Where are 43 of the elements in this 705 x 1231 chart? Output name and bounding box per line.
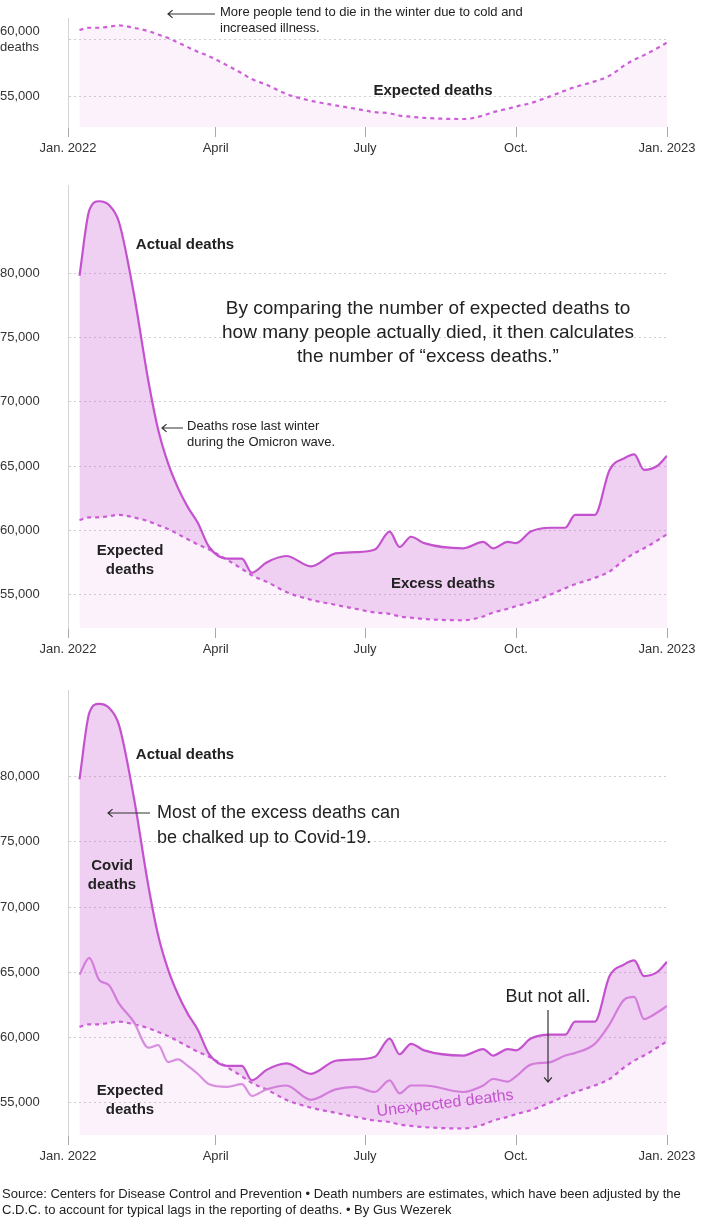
y-tick-label: 55,000 bbox=[0, 586, 40, 602]
annotation: Actual deaths bbox=[134, 745, 236, 764]
y-tick-label: 60,000 deaths bbox=[0, 22, 40, 54]
x-tick-label: July bbox=[353, 1148, 378, 1164]
x-tick-label: Jan. 2022 bbox=[39, 641, 97, 657]
annotation: By comparing the number of expected deaths to how many people actually died, it then calculates the number of “excess deaths.” bbox=[221, 296, 635, 368]
x-tick-label: Oct. bbox=[504, 140, 528, 156]
annotation: More people tend to die in the winter due to cold and increased illness. bbox=[220, 4, 524, 37]
annotation: But not all. bbox=[504, 985, 592, 1008]
x-tick-label: April bbox=[202, 1148, 229, 1164]
annotation: Expected deaths bbox=[95, 541, 165, 579]
x-tick-label: April bbox=[202, 641, 229, 657]
annotation: Covid deaths bbox=[86, 856, 138, 894]
y-tick-label: 55,000 bbox=[0, 1094, 40, 1110]
y-tick-label: 80,000 bbox=[0, 264, 40, 280]
y-tick-label: 55,000 bbox=[0, 87, 40, 103]
y-tick-label: 65,000 bbox=[0, 457, 40, 473]
y-tick-label: 70,000 bbox=[0, 393, 40, 409]
annotation: Most of the excess deaths can be chalked up to Covid-19. bbox=[157, 801, 402, 849]
y-tick-label: 70,000 bbox=[0, 898, 40, 914]
y-tick-label: 60,000 bbox=[0, 521, 40, 537]
x-tick-label: July bbox=[353, 641, 378, 657]
y-tick-label: 75,000 bbox=[0, 329, 40, 345]
y-tick-label: 75,000 bbox=[0, 833, 40, 849]
source-note: Source: Centers for Disease Control and Prevention • Death numbers are estimates, which have been adjusted by the C.D.C. to account for typical lags in the reporting of deaths. • By Gus Wezerek bbox=[2, 1186, 682, 1219]
x-tick-label: Oct. bbox=[504, 1148, 528, 1164]
annotation: Unexpected deaths bbox=[374, 1084, 516, 1122]
x-tick-label: Jan. 2023 bbox=[638, 140, 696, 156]
x-tick-label: Jan. 2023 bbox=[638, 1148, 696, 1164]
annotation: Excess deaths bbox=[389, 574, 497, 593]
annotation: Actual deaths bbox=[134, 235, 236, 254]
x-tick-label: July bbox=[353, 140, 378, 156]
x-tick-label: Jan. 2022 bbox=[39, 1148, 97, 1164]
annotation: Expected deaths bbox=[95, 1081, 165, 1119]
x-tick-label: Jan. 2022 bbox=[39, 140, 97, 156]
y-tick-label: 60,000 bbox=[0, 1028, 40, 1044]
y-tick-label: 65,000 bbox=[0, 963, 40, 979]
annotation: Expected deaths bbox=[372, 81, 494, 100]
x-tick-label: April bbox=[202, 140, 229, 156]
y-tick-label: 80,000 bbox=[0, 768, 40, 784]
x-tick-label: Jan. 2023 bbox=[638, 641, 696, 657]
x-tick-label: Oct. bbox=[504, 641, 528, 657]
annotation: Deaths rose last winter during the Omicron wave. bbox=[187, 418, 337, 451]
